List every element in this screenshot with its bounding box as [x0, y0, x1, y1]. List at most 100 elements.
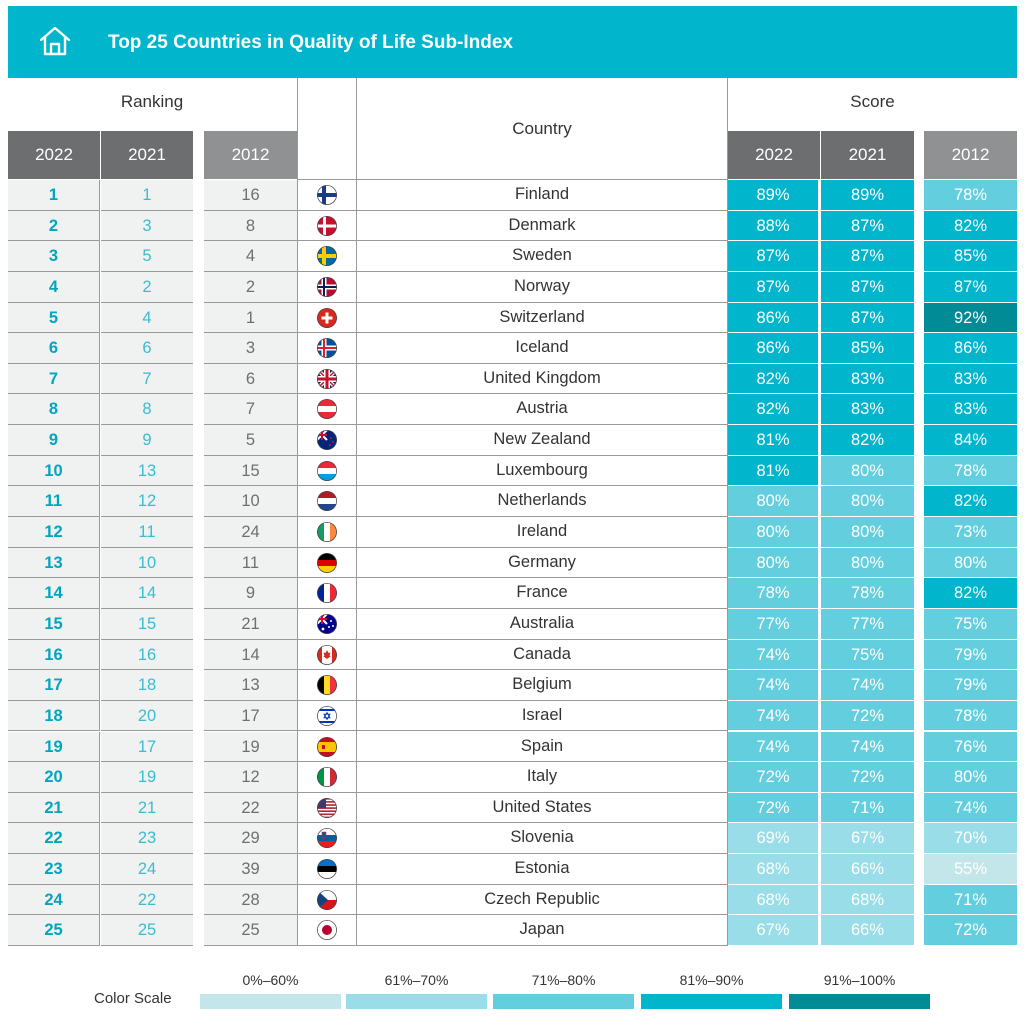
score-2021: 80%	[821, 517, 914, 548]
legend-label: 91%–100%	[823, 972, 896, 988]
table-row[interactable]: 19 17 19 Spain 74% 74% 76%	[0, 731, 1026, 763]
rank-2022: 19	[8, 731, 100, 763]
rank-2012: 21	[204, 608, 297, 640]
score-2022: 82%	[728, 394, 820, 426]
rank-2012: 8	[204, 210, 297, 242]
score-2022: 86%	[728, 302, 820, 334]
score-2012: 92%	[924, 302, 1017, 334]
rank-2012: 9	[204, 578, 297, 609]
rank-2012: 11	[204, 547, 297, 579]
country-name: Spain	[357, 732, 727, 763]
table-row[interactable]: 14 14 9 France 78% 78% 82%	[0, 578, 1026, 609]
table-row[interactable]: 15 15 21 Australia 77% 77% 75%	[0, 608, 1026, 640]
country-name: France	[357, 578, 727, 609]
table-row[interactable]: 22 23 29 Slovenia 69% 67% 70%	[0, 823, 1026, 855]
flag-cell	[298, 211, 356, 242]
table-row[interactable]: 18 20 17 Israel 74% 72% 78%	[0, 700, 1026, 732]
score-2012: 82%	[924, 486, 1017, 517]
table-row[interactable]: 3 5 4 Sweden 87% 87% 85%	[0, 241, 1026, 272]
country-name: Sweden	[357, 241, 727, 272]
score-2012: 79%	[924, 639, 1017, 671]
flag-cell	[298, 303, 356, 334]
rank-2021: 21	[101, 792, 193, 824]
table-row[interactable]: 10 13 15 Luxembourg 81% 80% 78%	[0, 455, 1026, 487]
rank-2021: 14	[101, 578, 193, 609]
score-2021: 74%	[821, 731, 914, 763]
table-row[interactable]: 17 18 13 Belgium 74% 74% 79%	[0, 670, 1026, 701]
col-rank-2012[interactable]: 2012	[204, 131, 297, 179]
rank-2012: 6	[204, 363, 297, 395]
rank-2012: 14	[204, 639, 297, 671]
rank-2022: 6	[8, 333, 100, 364]
rank-2022: 12	[8, 517, 100, 548]
score-2022: 68%	[728, 884, 820, 916]
table-row[interactable]: 25 25 25 Japan 67% 66% 72%	[0, 915, 1026, 946]
country-name: United Kingdom	[357, 364, 727, 395]
table-row[interactable]: 4 2 2 Norway 87% 87% 87%	[0, 271, 1026, 303]
table-row[interactable]: 13 10 11 Germany 80% 80% 80%	[0, 547, 1026, 579]
score-2012: 72%	[924, 915, 1017, 946]
score-2022: 74%	[728, 700, 820, 732]
score-2021: 87%	[821, 302, 914, 334]
score-2022: 74%	[728, 639, 820, 671]
score-2012: 71%	[924, 884, 1017, 916]
score-2021: 77%	[821, 608, 914, 640]
col-rank-2021[interactable]: 2021	[101, 131, 193, 179]
col-rank-2022[interactable]: 2022	[8, 131, 100, 179]
score-2021: 72%	[821, 762, 914, 793]
country-name: Switzerland	[357, 303, 727, 334]
score-2012: 76%	[924, 731, 1017, 763]
score-2021: 75%	[821, 639, 914, 671]
rank-2021: 7	[101, 363, 193, 395]
table-row[interactable]: 1 1 16 Finland 89% 89% 78%	[0, 180, 1026, 211]
rank-2012: 19	[204, 731, 297, 763]
home-icon[interactable]	[38, 25, 72, 57]
italy-flag-icon	[317, 767, 337, 788]
score-2022: 72%	[728, 762, 820, 793]
table-row[interactable]: 16 16 14 Canada 74% 75% 79%	[0, 639, 1026, 671]
table-row[interactable]: 9 9 5 New Zealand 81% 82% 84%	[0, 425, 1026, 456]
country-name: Norway	[357, 272, 727, 303]
rank-2021: 13	[101, 455, 193, 487]
table-row[interactable]: 21 21 22 United States 72% 71% 74%	[0, 792, 1026, 824]
score-2021: 80%	[821, 547, 914, 579]
page-header: Top 25 Countries in Quality of Life Sub-…	[8, 6, 1017, 78]
table-row[interactable]: 7 7 6 United Kingdom 82% 83% 83%	[0, 363, 1026, 395]
col-score-2012[interactable]: 2012	[924, 131, 1017, 179]
score-2022: 88%	[728, 210, 820, 242]
score-2022: 80%	[728, 517, 820, 548]
table-row[interactable]: 20 19 12 Italy 72% 72% 80%	[0, 762, 1026, 793]
score-2012: 70%	[924, 823, 1017, 855]
rank-2012: 5	[204, 425, 297, 456]
denmark-flag-icon	[317, 215, 337, 236]
newzealand-flag-icon	[317, 430, 337, 451]
score-2021: 85%	[821, 333, 914, 364]
table-row[interactable]: 11 12 10 Netherlands 80% 80% 82%	[0, 486, 1026, 517]
rank-2021: 11	[101, 517, 193, 548]
score-2012: 78%	[924, 455, 1017, 487]
col-score-2022[interactable]: 2022	[728, 131, 820, 179]
col-score-2021[interactable]: 2021	[821, 131, 914, 179]
rank-2012: 25	[204, 915, 297, 946]
table-row[interactable]: 2 3 8 Denmark 88% 87% 82%	[0, 210, 1026, 242]
country-name: Japan	[357, 915, 727, 946]
netherlands-flag-icon	[317, 491, 337, 512]
table-row[interactable]: 23 24 39 Estonia 68% 66% 55%	[0, 854, 1026, 885]
spain-flag-icon	[317, 736, 337, 757]
rank-2021: 1	[101, 180, 193, 211]
flag-cell	[298, 425, 356, 456]
rank-2021: 25	[101, 915, 193, 946]
table-row[interactable]: 6 6 3 Iceland 86% 85% 86%	[0, 333, 1026, 364]
country-name: Austria	[357, 394, 727, 426]
score-2012: 74%	[924, 792, 1017, 824]
rank-2022: 2	[8, 210, 100, 242]
table-row[interactable]: 12 11 24 Ireland 80% 80% 73%	[0, 517, 1026, 548]
estonia-flag-icon	[317, 859, 337, 880]
table-row[interactable]: 8 8 7 Austria 82% 83% 83%	[0, 394, 1026, 426]
rank-2022: 3	[8, 241, 100, 272]
score-2022: 67%	[728, 915, 820, 946]
table-row[interactable]: 5 4 1 Switzerland 86% 87% 92%	[0, 302, 1026, 334]
country-name: Germany	[357, 548, 727, 579]
flag-cell	[298, 609, 356, 640]
table-row[interactable]: 24 22 28 Czech Republic 68% 68% 71%	[0, 884, 1026, 916]
